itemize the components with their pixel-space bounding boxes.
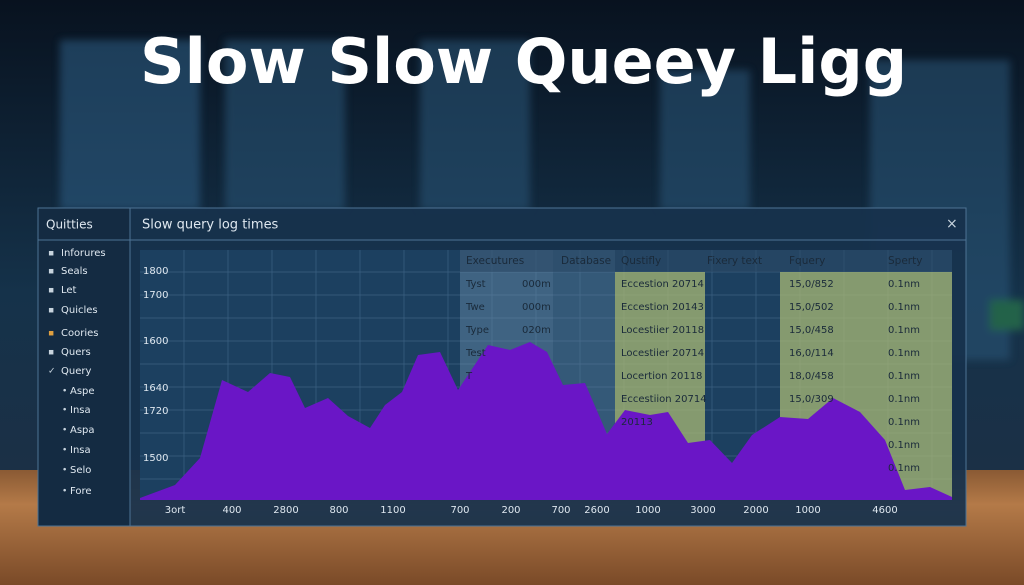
sidebar-bullet: ▪	[48, 306, 54, 316]
column-header: Database	[561, 255, 611, 267]
x-label: 2000	[743, 505, 768, 516]
sidebar-item[interactable]: Let	[61, 285, 77, 296]
y-label: 1500	[143, 453, 168, 464]
x-label: 700	[551, 505, 570, 516]
sidebar-item[interactable]: Quicles	[61, 305, 98, 316]
column-header: Fixery text	[707, 255, 762, 267]
sidebar-title: Quitties	[46, 218, 93, 232]
table-cell: Locestiier 20118	[621, 325, 704, 336]
table-cell: Locestiier 20714	[621, 348, 704, 359]
table-cell: 0.1nm	[888, 302, 920, 313]
x-label: 1100	[380, 505, 405, 516]
table-cell: 0.1nm	[888, 394, 920, 405]
column-header: Fquery	[789, 255, 825, 267]
sidebar-item[interactable]: Selo	[70, 465, 91, 476]
sidebar-bullet: •	[62, 487, 67, 497]
x-label: 800	[329, 505, 348, 516]
x-label: 2800	[273, 505, 298, 516]
table-cell: 15,0/458	[789, 325, 834, 336]
sidebar-bullet: ▪	[48, 267, 54, 277]
sidebar-bullet: •	[62, 446, 67, 456]
table-header	[460, 250, 952, 272]
x-label: 2600	[584, 505, 609, 516]
table-cell: Eccestion 20143	[621, 302, 704, 313]
sidebar-item[interactable]: Aspa	[70, 425, 95, 436]
y-label: 1720	[143, 406, 168, 417]
sidebar-bullet: •	[62, 406, 67, 416]
sidebar-bullet: •	[62, 466, 67, 476]
table-cell: T	[465, 371, 473, 382]
y-label: 1640	[143, 383, 168, 394]
sidebar-bullet: •	[62, 426, 67, 436]
table-cell: 18,0/458	[789, 371, 834, 382]
table-cell: 0.1nm	[888, 440, 920, 451]
column-header: Qustifly	[621, 255, 661, 267]
sidebar-item[interactable]: Quers	[61, 347, 91, 358]
column-header: Sperty	[888, 255, 922, 267]
sidebar	[37, 207, 131, 527]
table-cell: 0.1nm	[888, 463, 920, 474]
sidebar-item[interactable]: Insa	[70, 445, 91, 456]
y-label: 1800	[143, 266, 168, 277]
table-cell: 15,0/309	[789, 394, 834, 405]
sidebar-bullet: ▪	[48, 329, 54, 339]
table-cell: 0.1nm	[888, 325, 920, 336]
table-cell: Type	[465, 325, 489, 336]
x-label: 400	[222, 505, 241, 516]
table-cell: Test	[465, 348, 486, 359]
sidebar-item[interactable]: Inforures	[61, 248, 106, 259]
table-cell: 0.1nm	[888, 348, 920, 359]
sidebar-item[interactable]: Seals	[61, 266, 88, 277]
table-cell: 0.1nm	[888, 417, 920, 428]
panel-title: Slow query log times	[142, 218, 279, 233]
table-cell: Tyst	[465, 279, 486, 290]
table-cell: Locertion 20118	[621, 371, 702, 382]
area	[140, 342, 952, 500]
sidebar-item[interactable]: Query	[61, 366, 91, 377]
sidebar-bullet: •	[62, 387, 67, 397]
table-cell: Twe	[465, 302, 485, 313]
table-cell: 15,0/852	[789, 279, 834, 290]
x-label: 200	[501, 505, 520, 516]
table-cell: 0.1nm	[888, 371, 920, 382]
x-label: 4600	[872, 505, 897, 516]
table-cell: 16,0/114	[789, 348, 834, 359]
x-label: 1000	[795, 505, 820, 516]
sidebar-bullet: ▪	[48, 249, 54, 259]
table-cell: 000m	[522, 279, 551, 290]
x-label: 3ort	[165, 505, 186, 516]
sidebar-item[interactable]: Fore	[70, 486, 92, 497]
table-cell: 020m	[522, 325, 551, 336]
x-label: 3000	[690, 505, 715, 516]
y-label: 1600	[143, 336, 168, 347]
table-cell: 15,0/502	[789, 302, 834, 313]
x-label: 1000	[635, 505, 660, 516]
table-cell: Eccestion 20714	[621, 279, 704, 290]
table-cell: Eccestiion 20714	[621, 394, 707, 405]
sidebar-item[interactable]: Coories	[61, 328, 98, 339]
column-header: Executures	[466, 255, 524, 267]
y-label: 1700	[143, 290, 168, 301]
sidebar-item[interactable]: Aspe	[70, 386, 95, 397]
sidebar-bullet: ▪	[48, 348, 54, 358]
sidebar-item[interactable]: Insa	[70, 405, 91, 416]
table-cell: 000m	[522, 302, 551, 313]
table-cell: 0.1nm	[888, 279, 920, 290]
sidebar-bullet: ✓	[48, 367, 56, 377]
table-cell: 20113	[621, 417, 653, 428]
title: Slow Slow Queey Ligg	[140, 25, 907, 98]
close-button[interactable]: ×	[946, 216, 958, 232]
x-label: 700	[450, 505, 469, 516]
sidebar-bullet: ▪	[48, 286, 54, 296]
